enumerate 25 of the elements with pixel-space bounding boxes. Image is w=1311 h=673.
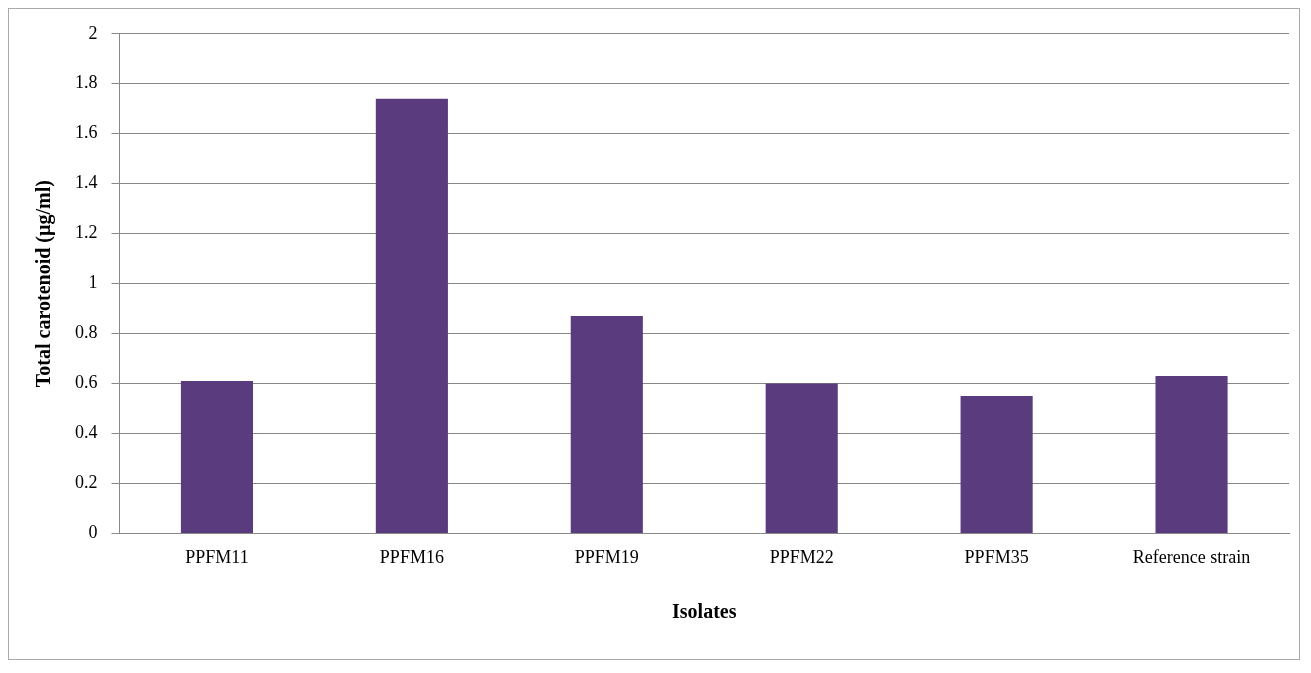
x-tick-label: PPFM22 <box>769 546 834 567</box>
y-tick-label: 0.6 <box>75 372 98 393</box>
y-tick-label: 1.8 <box>75 72 98 93</box>
x-tick-label: PPFM16 <box>379 546 444 567</box>
bar <box>375 98 448 533</box>
y-tick-label: 0.4 <box>75 422 98 443</box>
y-tick-label: 1.6 <box>75 122 98 143</box>
y-tick-label: 2 <box>88 22 98 43</box>
bar <box>180 381 254 533</box>
x-tick-label: PPFM19 <box>574 546 639 567</box>
y-tick-label: 1.4 <box>75 172 98 193</box>
x-tick-label: PPFM35 <box>964 546 1029 567</box>
x-axis-title: Isolates <box>672 600 737 623</box>
bar <box>960 396 1033 533</box>
y-tick-label: 1.2 <box>75 222 98 243</box>
x-tick-label: Reference strain <box>1132 546 1251 567</box>
y-tick-label: 1 <box>88 272 98 293</box>
y-tick-label: 0 <box>88 522 98 543</box>
y-tick-label: 0.8 <box>75 322 98 343</box>
y-tick-label: 0.2 <box>75 472 98 493</box>
y-axis-title: Total carotenoid (µg/ml) <box>32 180 56 388</box>
x-tick-label: PPFM11 <box>185 546 249 567</box>
bar <box>570 316 643 533</box>
bar <box>1155 376 1228 533</box>
bar <box>765 383 838 533</box>
